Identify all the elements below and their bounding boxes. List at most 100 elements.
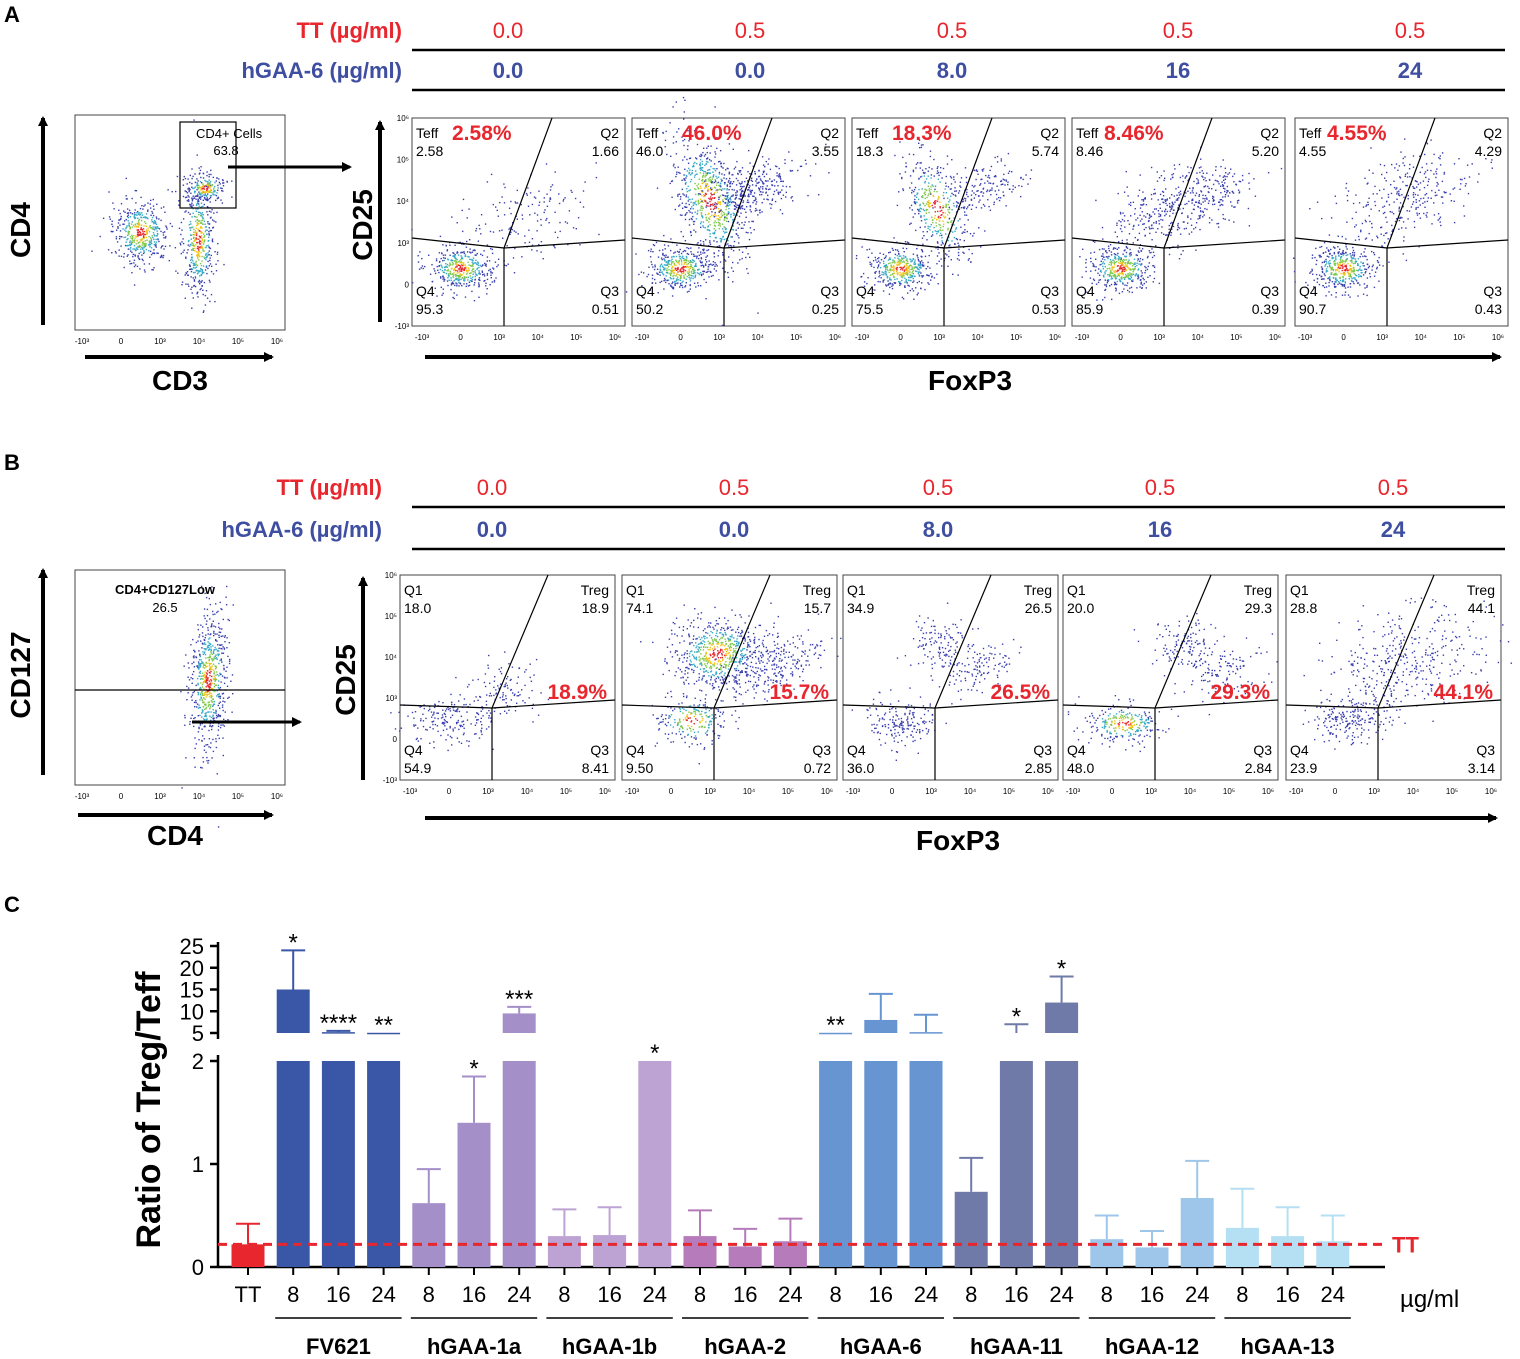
dot	[722, 200, 724, 203]
dot	[750, 232, 752, 234]
dot	[157, 227, 159, 229]
dot	[528, 241, 531, 243]
dot	[1104, 273, 1106, 275]
dot	[785, 185, 788, 188]
dot	[155, 216, 158, 218]
dot	[887, 262, 890, 265]
dot	[1101, 258, 1104, 260]
dot	[180, 244, 182, 246]
dot	[1132, 268, 1134, 271]
dot	[1222, 217, 1225, 220]
dot	[1202, 197, 1204, 200]
tt-value: 0.5	[735, 18, 766, 43]
dot	[445, 245, 447, 247]
dot	[719, 201, 721, 204]
dot	[897, 250, 900, 253]
dot	[700, 166, 702, 169]
dot	[1169, 215, 1171, 217]
dot	[181, 229, 183, 231]
dot	[471, 251, 474, 253]
dot	[730, 199, 732, 201]
dot	[202, 183, 204, 185]
dot	[461, 277, 463, 279]
dot	[905, 268, 907, 270]
dot	[703, 195, 705, 198]
dot	[990, 165, 993, 168]
dot	[1119, 259, 1122, 261]
dot	[150, 242, 153, 245]
dot	[872, 289, 874, 291]
dot	[140, 228, 142, 231]
dot	[194, 195, 196, 197]
dot	[186, 192, 189, 194]
dot	[502, 237, 504, 239]
dot	[554, 247, 556, 249]
dot	[948, 208, 951, 210]
dot	[1153, 254, 1156, 257]
dot	[747, 253, 749, 255]
dot	[504, 264, 506, 266]
dot	[1199, 217, 1201, 219]
dot	[696, 272, 699, 274]
dot	[715, 175, 717, 178]
dot	[708, 229, 710, 231]
dot	[490, 173, 493, 176]
dot	[156, 203, 158, 205]
dot	[194, 192, 196, 194]
dot	[653, 244, 656, 247]
dot	[1226, 192, 1228, 194]
dot	[131, 272, 133, 274]
dot	[133, 241, 135, 243]
dot	[689, 288, 691, 290]
dot	[700, 223, 702, 225]
dot	[924, 172, 926, 174]
dot	[758, 188, 761, 190]
dot	[937, 245, 939, 248]
dot	[738, 170, 740, 172]
dot	[199, 212, 201, 214]
dot	[195, 220, 197, 223]
dot	[461, 258, 464, 260]
dot	[123, 253, 125, 255]
dot	[472, 259, 474, 262]
dot	[181, 241, 183, 243]
dot	[700, 257, 702, 259]
dot	[674, 283, 676, 285]
dot	[1267, 172, 1270, 174]
dot	[1114, 276, 1116, 279]
dot	[472, 268, 475, 270]
dot	[925, 203, 928, 205]
gate-line	[503, 117, 553, 249]
dot	[899, 262, 901, 265]
x-tick: 0	[119, 337, 124, 346]
dot	[544, 209, 546, 211]
dot	[121, 236, 123, 238]
dot	[1204, 200, 1206, 202]
hgaa-value: 0.0	[735, 58, 766, 83]
dot	[902, 189, 905, 192]
dot	[417, 261, 420, 263]
dot	[495, 206, 497, 208]
dot	[136, 229, 138, 231]
dot	[1130, 204, 1132, 207]
x-tick: -10³	[855, 333, 870, 342]
dot	[925, 222, 927, 224]
dot	[749, 209, 751, 211]
dot	[189, 229, 192, 231]
dot	[896, 254, 898, 257]
dot	[182, 218, 185, 220]
dot	[701, 154, 703, 157]
dot	[714, 197, 716, 199]
dot	[188, 285, 190, 287]
dot	[542, 258, 544, 260]
dot	[139, 212, 141, 214]
dot	[750, 179, 752, 181]
dot	[779, 191, 781, 194]
dot	[194, 264, 196, 267]
dot	[699, 260, 701, 262]
dot	[778, 175, 780, 177]
dot	[163, 237, 165, 239]
dot	[1175, 188, 1177, 190]
dot	[698, 193, 700, 195]
dot	[153, 241, 156, 243]
